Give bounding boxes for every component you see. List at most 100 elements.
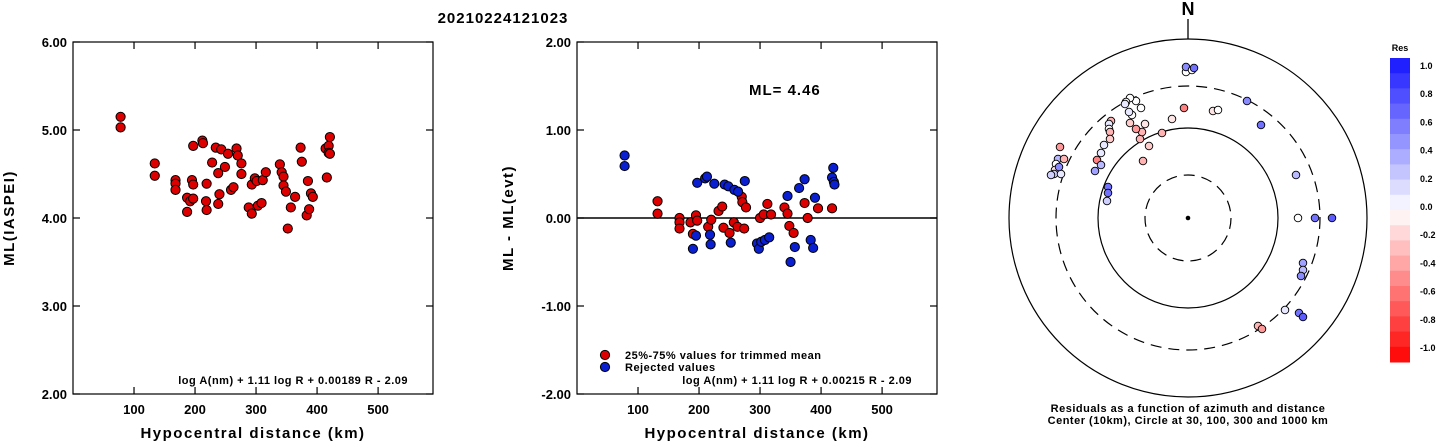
north-label: N (1182, 0, 1195, 19)
data-point (725, 237, 736, 248)
data-point (213, 168, 224, 179)
station-point (1157, 128, 1167, 138)
data-point (701, 171, 713, 182)
data-point (652, 196, 663, 207)
y-tick-label: 2.00 (546, 35, 571, 50)
colorbar-swatch (1390, 286, 1410, 302)
station-point (1291, 170, 1301, 180)
station-point (1090, 166, 1100, 176)
x-tick-label: 300 (245, 402, 267, 417)
station-point (1140, 119, 1150, 129)
magnitude-distance-plot: 100 200 300 400 500 2.00 3.00 4.00 5.00 6.00 log … (1, 35, 434, 441)
colorbar-swatch (1390, 316, 1410, 333)
station-point (1125, 118, 1135, 128)
colorbar-labels: 1.0 0.8 0.6 0.4 0.2 0.0 -0.2 -0.4 -0.6 -0.8 -1.0 (1420, 61, 1436, 353)
station-point (1056, 169, 1066, 179)
residual-distance-plot: 100 200 300 400 500 -2.00 -1.00 0.00 1.00 2.00 ML… (500, 35, 938, 441)
data-point (732, 186, 744, 197)
y-tick-label: 0.00 (546, 211, 571, 226)
colorbar-tick-label: 0.2 (1420, 174, 1433, 184)
axis-ticks: 100 200 300 400 500 2.00 3.00 4.00 5.00 6.00 (42, 35, 433, 417)
station-point (1167, 114, 1177, 124)
data-point (207, 157, 218, 168)
data-point (740, 202, 752, 213)
data-points (619, 150, 840, 268)
colorbar-swatch (1390, 210, 1410, 226)
data-point (724, 227, 735, 239)
data-point (200, 196, 212, 207)
colorbar-swatch (1390, 255, 1410, 272)
colorbar-tick-label: 0.8 (1420, 89, 1433, 99)
station-points (1046, 62, 1337, 334)
station-point (1096, 148, 1106, 158)
colorbar-tick-label: 0.0 (1420, 202, 1433, 212)
data-point (182, 206, 193, 217)
station-point (1136, 103, 1146, 113)
data-point (304, 204, 315, 215)
data-point (115, 111, 126, 122)
colorbar-swatch (1390, 179, 1410, 196)
formula-label: log A(nm) + 1.11 log R + 0.00215 R - 2.0… (682, 375, 912, 387)
data-point (687, 243, 699, 254)
colorbar-swatch (1390, 118, 1410, 135)
colorbar-tick-label: -0.8 (1420, 315, 1436, 325)
colorbar-swatch (1390, 301, 1410, 317)
data-point (278, 171, 289, 182)
colorbar-tick-label: 0.4 (1420, 146, 1433, 156)
data-point (321, 172, 332, 183)
data-point (246, 208, 257, 219)
legend-label-trimmed: 25%-75% values for trimmed mean (625, 350, 821, 362)
data-point (739, 223, 750, 234)
data-point (782, 190, 793, 202)
data-point (201, 178, 212, 189)
data-point (782, 208, 793, 219)
data-point (619, 160, 630, 172)
caption-line-2: Center (10km), Circle at 30, 100, 300 an… (1048, 415, 1329, 427)
data-point (302, 175, 314, 187)
data-point (256, 197, 267, 209)
azimuth-residual-plot: N Residuals as a function of azimuth and… (1008, 0, 1368, 427)
data-point (794, 182, 805, 194)
legend-marker-trimmed (599, 349, 611, 361)
station-point (1046, 170, 1056, 180)
data-point (828, 162, 839, 173)
station-point (1096, 160, 1106, 170)
data-point (785, 256, 796, 268)
data-point (802, 212, 813, 224)
data-point (260, 167, 271, 178)
data-point (705, 239, 716, 250)
data-point (809, 192, 821, 203)
station-point (1144, 141, 1154, 151)
axis-ticks: 100 200 300 400 500 -2.00 -1.00 0.00 1.00 2.00 (541, 35, 937, 417)
data-point (170, 184, 181, 195)
station-point (1055, 142, 1065, 152)
y-tick-label: -2.00 (541, 387, 571, 402)
data-point (690, 230, 702, 241)
x-tick-label: 500 (367, 402, 389, 417)
station-point (1189, 63, 1199, 73)
residual-colorbar: Res 1.0 0.8 0.6 0.4 0.2 0.0 -0.2 -0.4 -0.6 -0.8 -1… (1390, 43, 1436, 363)
colorbar-swatch (1390, 240, 1410, 257)
data-point (826, 203, 838, 214)
colorbar-swatch (1390, 134, 1410, 150)
station-point (1138, 156, 1148, 166)
x-tick-label: 200 (688, 402, 710, 417)
data-point (717, 201, 728, 212)
data-point (188, 140, 199, 151)
x-axis-label: Hypocentral distance (km) (644, 425, 869, 441)
station-point (1242, 96, 1252, 106)
data-points (115, 111, 335, 234)
data-point (213, 198, 224, 210)
colorbar-tick-label: -0.6 (1420, 287, 1436, 297)
data-point (704, 229, 716, 240)
station-point (1105, 127, 1115, 137)
station-point (1059, 154, 1069, 164)
colorbar-swatch (1390, 103, 1410, 120)
center-dot (1185, 215, 1191, 221)
station-point (1327, 213, 1337, 223)
station-point (1135, 134, 1145, 144)
data-point (201, 204, 212, 216)
colorbar-tick-label: 0.6 (1420, 117, 1433, 127)
station-point (1131, 124, 1141, 134)
